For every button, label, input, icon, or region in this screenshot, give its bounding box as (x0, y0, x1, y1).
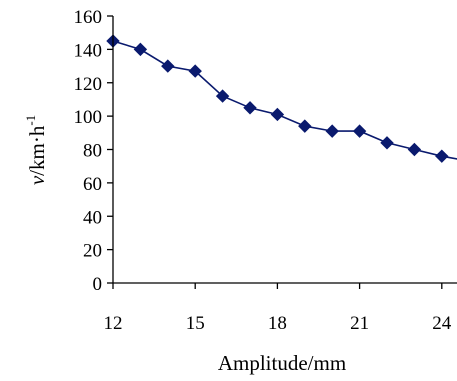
data-point-marker (352, 124, 367, 138)
data-point-marker (133, 42, 148, 57)
data-point-marker (380, 136, 394, 150)
y-tick-label: 20 (83, 241, 102, 262)
data-point-marker (298, 119, 312, 133)
data-point-marker (270, 107, 285, 122)
y-tick-label: 160 (74, 7, 103, 28)
y-tick-label: 40 (83, 207, 102, 228)
series-markers (106, 34, 449, 163)
x-tick-label: 12 (104, 313, 123, 334)
series-line (112, 40, 457, 160)
data-point-marker (407, 142, 422, 157)
y-tick-label: 140 (74, 40, 103, 61)
x-tick-label: 24 (432, 313, 452, 334)
data-point-marker (215, 89, 230, 103)
y-tick-label: 60 (83, 174, 102, 195)
y-axis-title-unit: /km·h (25, 125, 49, 176)
x-tick-label: 15 (186, 313, 205, 334)
y-axis-ticks: 0 20 40 60 80 100 120 140 160 (74, 7, 113, 295)
y-tick-label: 120 (74, 74, 103, 95)
y-axis-title-exponent: -1 (23, 115, 38, 126)
x-tick-label: 18 (268, 313, 287, 334)
data-point-marker (243, 101, 257, 115)
y-tick-label: 80 (83, 141, 102, 162)
x-axis-ticks: 12 15 18 21 24 (104, 283, 452, 334)
y-axis-title-variable: v (25, 175, 49, 185)
data-point-marker (325, 124, 339, 138)
y-tick-label: 0 (93, 274, 103, 295)
y-axis-title: v/km·h-1 (23, 115, 49, 185)
data-point-marker (161, 59, 175, 73)
data-point-marker (435, 149, 449, 163)
x-axis-title: Amplitude/mm (218, 351, 346, 375)
y-tick-label: 100 (74, 107, 103, 128)
data-point-marker (188, 64, 202, 78)
x-tick-label: 21 (350, 313, 369, 334)
